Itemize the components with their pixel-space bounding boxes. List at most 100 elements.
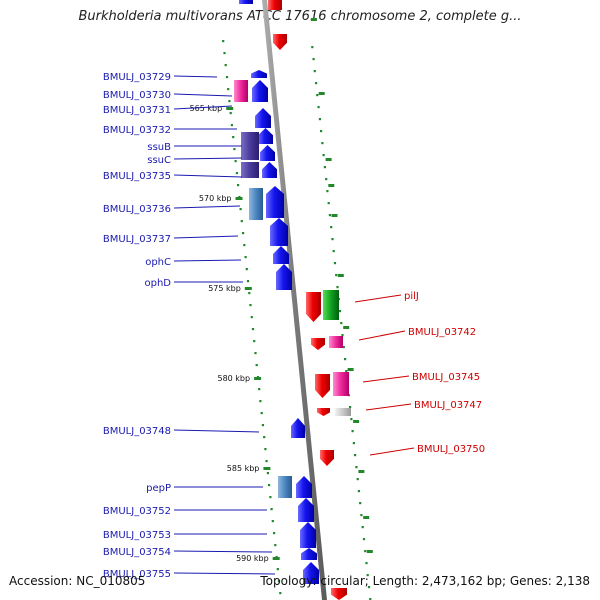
forward-gene — [266, 186, 284, 218]
track-dot — [251, 328, 255, 331]
track-dot — [244, 256, 247, 259]
gene-label-left: BMULJ_03752 — [103, 506, 171, 517]
track-dot — [229, 112, 232, 115]
reverse-gene — [320, 450, 334, 466]
track-dot — [321, 142, 324, 145]
gene-label-left: BMULJ_03735 — [103, 171, 171, 182]
track-dot — [277, 580, 281, 583]
gene-label-right: BMULJ_03750 — [417, 444, 485, 455]
track-dot — [323, 166, 326, 169]
forward-gene — [276, 264, 292, 290]
label-leader — [173, 572, 276, 575]
track-dot — [264, 448, 267, 451]
track-dot — [320, 130, 323, 133]
track-dash — [328, 184, 335, 187]
track-dot — [249, 304, 252, 307]
label-leader — [354, 294, 402, 303]
track-dot — [325, 178, 328, 181]
forward-gene — [260, 145, 275, 161]
gene-label-left: BMULJ_03753 — [103, 530, 171, 541]
track-dot — [336, 286, 339, 289]
track-dash — [343, 326, 350, 329]
scale-tick — [226, 107, 234, 110]
track-dot — [230, 124, 233, 127]
label-leader — [173, 550, 273, 553]
label-leader — [173, 205, 241, 209]
gene-label-left: ophD — [144, 278, 171, 289]
gene-label-left: BMULJ_03755 — [103, 569, 171, 580]
forward-gene — [239, 0, 253, 4]
track-dot — [245, 268, 248, 271]
track-dash — [353, 420, 360, 423]
scale-label: 570 kbp — [199, 194, 232, 203]
track-dot — [364, 550, 367, 553]
scale-label: 585 kbp — [227, 464, 260, 473]
track-dot — [311, 46, 314, 49]
track-dot — [355, 466, 358, 469]
track-dot — [270, 508, 273, 511]
track-dot — [365, 562, 368, 565]
track-dot — [349, 406, 352, 409]
accession-text: Accession: NC_010805 — [9, 574, 146, 588]
forward-gene — [303, 562, 319, 584]
track-dot — [333, 262, 337, 265]
track-dot — [222, 40, 225, 43]
track-dot — [243, 244, 246, 247]
track-dot — [318, 118, 321, 121]
scale-label: 590 kbp — [236, 554, 269, 563]
track-dot — [357, 490, 360, 493]
track-dot — [235, 172, 238, 175]
scale-tick — [244, 287, 252, 290]
track-dot — [340, 322, 343, 325]
track-dot — [258, 388, 261, 391]
track-dot — [312, 58, 315, 61]
label-leader — [173, 93, 233, 97]
forward-gene — [255, 108, 271, 128]
label-leader — [173, 259, 242, 262]
forward-gene — [241, 132, 259, 146]
track-dot — [326, 190, 329, 193]
forward-gene — [258, 128, 273, 144]
track-dot — [361, 526, 364, 529]
track-dot — [265, 460, 268, 463]
reverse-gene — [315, 374, 330, 398]
scale-tick — [235, 197, 243, 200]
reverse-gene — [329, 336, 343, 348]
track-dot — [268, 484, 271, 487]
track-dot — [366, 574, 369, 577]
gene-label-right: pilJ — [404, 291, 419, 302]
reverse-gene — [317, 408, 330, 416]
forward-gene — [241, 146, 259, 160]
track-dash — [366, 550, 373, 553]
track-dot — [330, 226, 333, 229]
track-dot — [240, 220, 243, 223]
track-dash — [358, 470, 365, 473]
gene-label-left: ophC — [145, 257, 171, 268]
track-dot — [331, 238, 334, 241]
track-dash — [331, 214, 338, 217]
track-dot — [356, 478, 359, 481]
track-dot — [266, 472, 269, 475]
track-dot — [354, 454, 357, 457]
forward-gene — [296, 476, 312, 498]
gene-label-left: ssuC — [147, 155, 171, 166]
track-dot — [239, 208, 242, 211]
gene-label-left: BMULJ_03736 — [103, 204, 171, 215]
track-dot — [260, 412, 263, 415]
label-leader — [173, 105, 233, 110]
track-dot — [255, 364, 258, 367]
track-dot — [263, 436, 266, 439]
track-dot — [327, 202, 330, 205]
label-leader — [173, 174, 243, 178]
track-dot — [228, 100, 231, 103]
track-dot — [273, 532, 276, 535]
track-dash — [318, 92, 325, 95]
track-dot — [271, 520, 274, 523]
forward-gene — [291, 418, 305, 438]
gene-label-left: BMULJ_03737 — [103, 234, 171, 245]
track-dot — [233, 148, 236, 151]
gene-label-left: BMULJ_03731 — [103, 105, 171, 116]
track-dot — [234, 160, 237, 163]
gene-label-right: BMULJ_03742 — [408, 327, 476, 338]
track-dot — [232, 136, 235, 139]
